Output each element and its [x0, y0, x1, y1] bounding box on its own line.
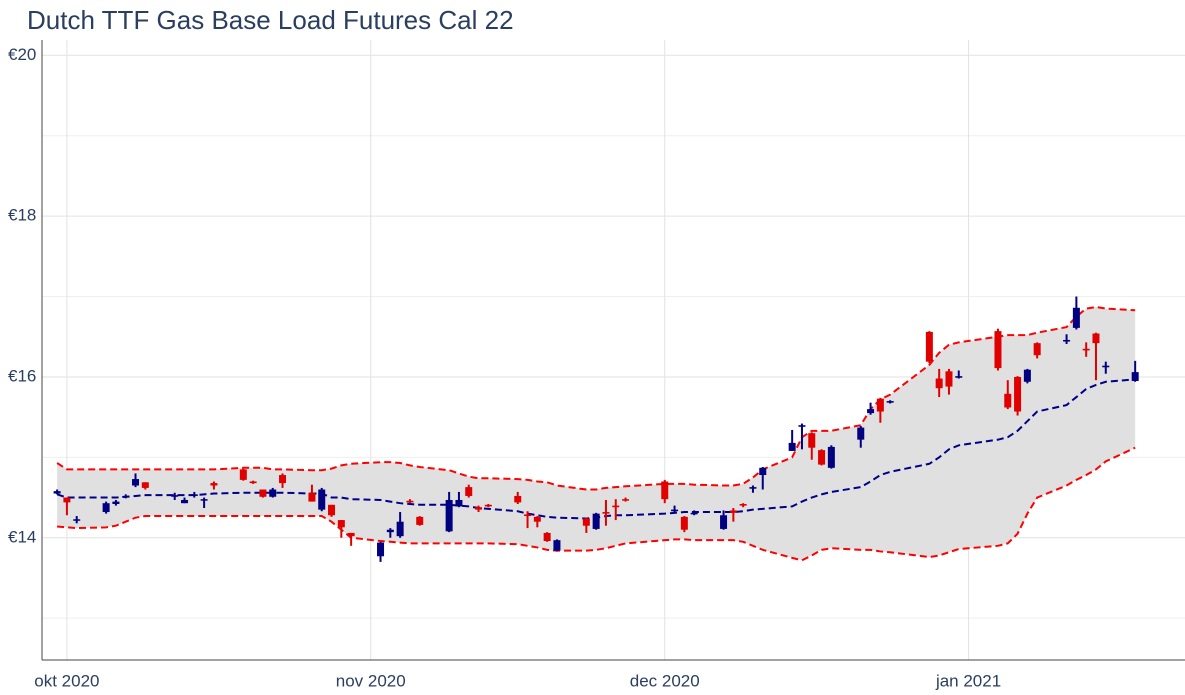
- candle-body: [132, 479, 140, 486]
- candle-body: [308, 492, 316, 502]
- candle-body: [63, 497, 71, 503]
- candle-body: [190, 494, 198, 496]
- candle-body: [729, 510, 737, 513]
- candle-body: [1014, 376, 1022, 412]
- candle-body: [876, 398, 884, 412]
- candle-body: [112, 501, 120, 504]
- candle-body: [671, 509, 679, 512]
- candle-body: [749, 487, 757, 489]
- candle-body: [259, 489, 267, 497]
- candle-body: [661, 481, 669, 500]
- candle-body: [690, 512, 698, 515]
- candle-body: [1102, 365, 1110, 368]
- x-tick-label: okt 2020: [34, 671, 99, 690]
- middle-band: [56, 378, 1136, 520]
- candle-body: [53, 491, 61, 494]
- candle-body: [739, 503, 747, 506]
- bands: [56, 305, 1136, 562]
- candle-body: [553, 540, 561, 551]
- candle-body: [955, 376, 963, 378]
- candle-body: [867, 409, 875, 414]
- candle-body: [249, 481, 257, 484]
- candle-body: [475, 507, 483, 510]
- candle-body: [337, 520, 345, 528]
- candle-body: [141, 482, 149, 488]
- candle-body: [945, 371, 953, 387]
- y-tick-label: €16: [8, 366, 36, 385]
- candle-body: [798, 425, 806, 427]
- candle-body: [1033, 343, 1041, 356]
- candle-body: [1131, 372, 1139, 381]
- candle-body: [347, 532, 355, 537]
- candle-body: [318, 489, 326, 510]
- candle-body: [416, 516, 424, 525]
- candle-body: [1023, 369, 1031, 382]
- candle-body: [592, 513, 600, 529]
- candle-body: [102, 503, 110, 513]
- lower-band: [57, 446, 1136, 562]
- candle-body: [239, 469, 247, 480]
- candle-body: [935, 378, 943, 389]
- y-tick-label: €14: [8, 527, 36, 546]
- candle-body: [514, 495, 522, 503]
- candle-body: [1063, 339, 1071, 342]
- candle-body: [406, 500, 414, 503]
- candle-body: [680, 516, 688, 530]
- candle-body: [827, 446, 835, 468]
- candle-body: [720, 515, 728, 529]
- candle-body: [484, 504, 492, 507]
- candle-body: [524, 514, 532, 517]
- y-tick-label: €18: [8, 206, 36, 225]
- candle-body: [582, 518, 590, 526]
- candle-body: [279, 475, 287, 484]
- candle-body: [122, 495, 130, 498]
- candle-body: [788, 442, 796, 451]
- candle-body: [269, 489, 277, 497]
- candle-body: [386, 529, 394, 533]
- candle-body: [171, 495, 179, 497]
- x-tick-label: nov 2020: [336, 671, 406, 690]
- candle-body: [759, 467, 767, 476]
- candle-body: [445, 499, 453, 532]
- x-tick-label: dec 2020: [630, 671, 700, 690]
- candle-body: [543, 532, 551, 541]
- candle-body: [181, 499, 189, 504]
- candle-body: [210, 483, 218, 486]
- candle-body: [533, 516, 541, 522]
- x-tick-label: jan 2021: [935, 671, 1001, 690]
- candle-body: [602, 512, 610, 514]
- candle-body: [818, 450, 826, 465]
- candle-body: [465, 487, 473, 496]
- candle-body: [886, 401, 894, 403]
- upper-band: [56, 305, 1136, 491]
- candle-body: [200, 499, 208, 501]
- candle-body: [612, 505, 620, 508]
- candle-body: [925, 331, 933, 362]
- band-fill: [57, 306, 1136, 561]
- candle-body: [73, 519, 81, 521]
- candle-body: [808, 433, 816, 448]
- candles: [53, 296, 1139, 562]
- candle-body: [1092, 333, 1100, 344]
- candle-body: [857, 427, 865, 440]
- candle-body: [396, 521, 404, 537]
- candle-body: [1004, 393, 1012, 408]
- candle-body: [1072, 307, 1080, 328]
- candle-body: [622, 499, 630, 501]
- candle-body: [994, 331, 1002, 369]
- candle-body: [377, 542, 385, 557]
- candle-body: [328, 504, 336, 516]
- y-tick-label: €20: [8, 45, 36, 64]
- candle-body: [455, 499, 463, 507]
- chart-title: Dutch TTF Gas Base Load Futures Cal 22: [27, 5, 514, 35]
- candle-body: [1082, 348, 1090, 351]
